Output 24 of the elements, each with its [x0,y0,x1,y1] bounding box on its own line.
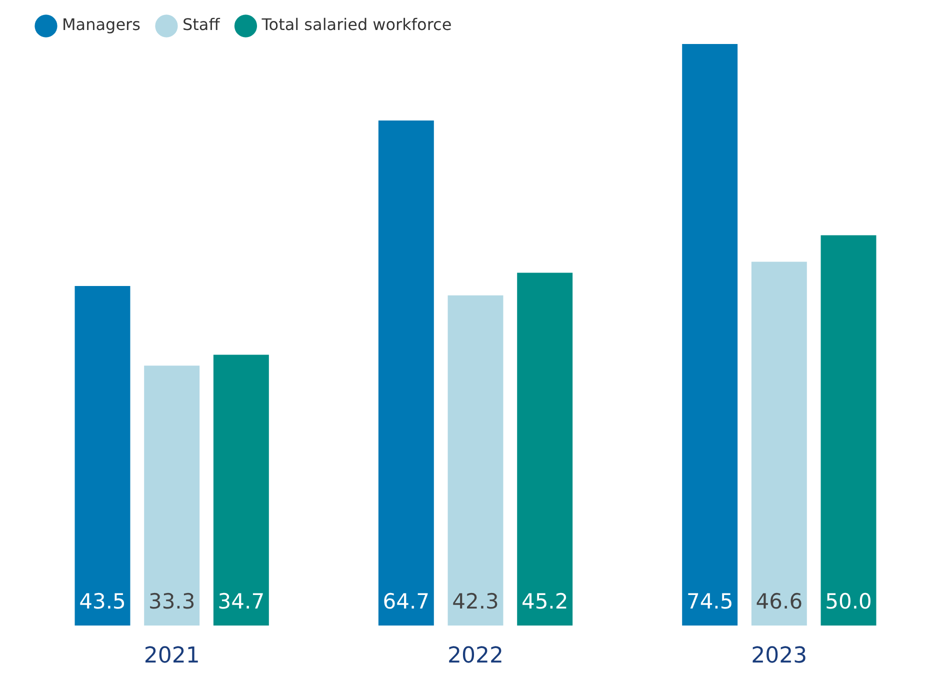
bar [144,366,200,626]
x-tick-label: 2022 [448,644,504,669]
legend-label: Total salaried workforce [260,15,452,34]
bar [820,235,876,626]
data-label: 74.5 [686,590,734,614]
bar [517,272,573,626]
bar [751,262,807,626]
data-label: 64.7 [382,590,430,614]
x-tick-label: 2023 [751,644,808,669]
data-label: 46.6 [756,590,803,614]
data-label: 45.2 [521,590,568,614]
data-label: 50.0 [825,590,872,614]
legend-label: Staff [182,15,221,34]
data-label: 33.3 [148,590,196,614]
data-label: 42.3 [452,590,499,614]
data-label: 34.7 [218,590,265,614]
x-tick-label: 2021 [144,644,200,669]
bar [378,120,434,626]
bar [682,44,738,626]
bar [213,354,269,626]
data-label: 43.5 [79,590,126,614]
bar [448,295,504,626]
bar [74,286,130,626]
legend-label: Managers [62,15,140,34]
